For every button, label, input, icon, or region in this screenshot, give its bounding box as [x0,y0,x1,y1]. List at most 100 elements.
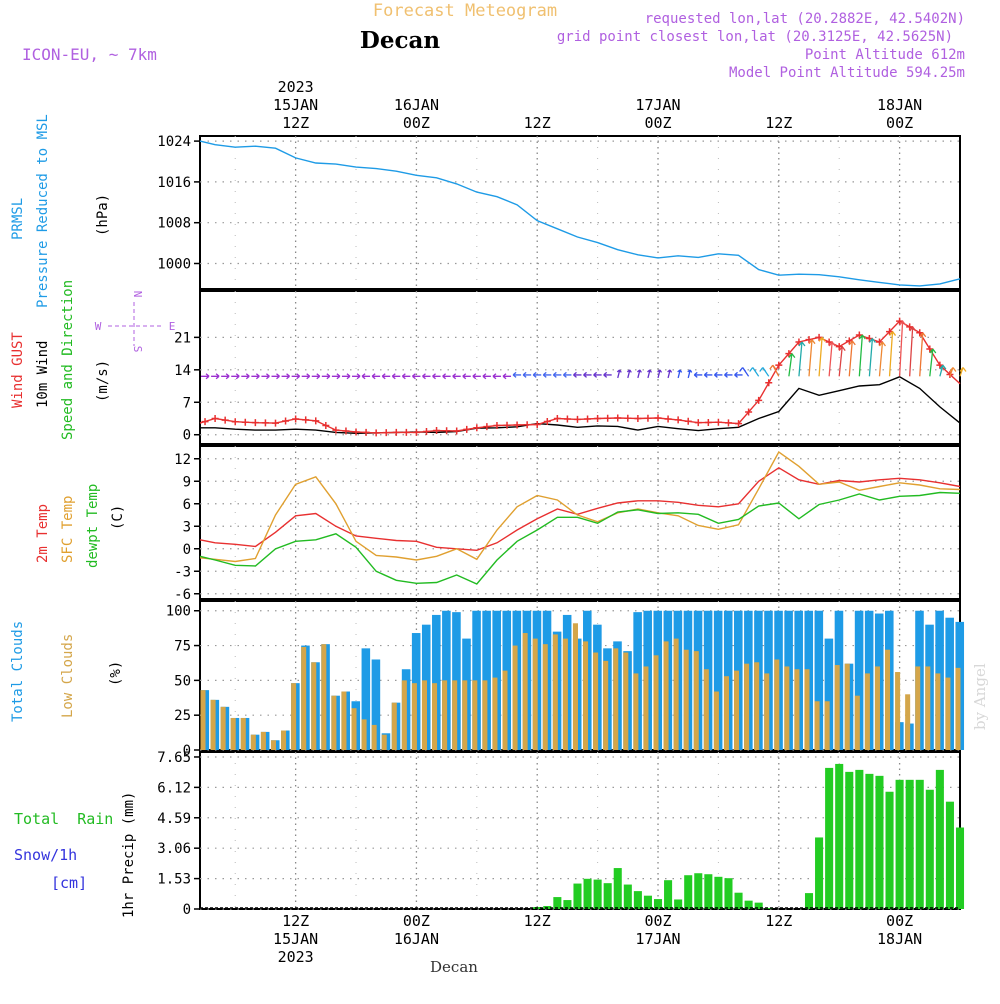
series-layer [199,140,967,909]
wind-arrow [808,339,816,377]
bottom-time-label: 16JAN [394,930,439,948]
gust-marker [724,419,732,427]
gust-marker [453,427,461,435]
precip-bar [825,767,834,909]
wind-arrow [724,371,733,378]
precip-bar [613,868,622,909]
model-name: ICON-EU, ~ 7km [22,45,157,64]
low-cloud-bar [442,680,448,750]
gridpoint-lonlat: grid point closest lon,lat (20.3125E, 42… [557,29,953,45]
wind-arrow [573,371,582,378]
wind-arrow [371,373,381,380]
low-cloud-bar [552,634,558,750]
low-cloud-bar [864,673,870,750]
clouds-y-tick-label: 25 [174,708,191,724]
gust-marker [271,419,279,427]
wind-arrow [798,341,806,377]
low-cloud-bar [744,663,750,750]
precip-bar [684,875,693,909]
gust-marker [402,428,410,436]
wind-arrow [251,373,260,380]
gust-marker [694,419,702,427]
temp-label-unit: (C) [110,505,126,530]
precip-ylabel: 1hr Precip (mm) [121,792,137,918]
bottom-time-label: 12Z [282,912,309,930]
precip-bar [945,801,954,909]
top-time-label: 12Z [524,114,551,132]
low-cloud-bar [804,669,810,750]
gust-marker [775,361,783,369]
compass-icon: N S W E [95,291,176,353]
footer-station: Decan [430,958,478,976]
gust-marker [594,415,602,422]
low-cloud-bar [281,730,287,750]
wind-arrow [452,373,461,380]
low-cloud-bar [371,724,377,750]
low-cloud-bar [361,719,367,750]
low-cloud-bar [341,691,347,750]
gust-marker [422,427,430,435]
wind-arrow [522,371,532,378]
low-cloud-bar [663,641,669,750]
top-time-label: 15JAN [273,96,318,114]
wind-label-gust: Wind GUST [10,332,26,408]
low-cloud-bar [814,701,820,750]
wind-arrow [432,373,441,380]
gust-marker [614,414,622,422]
wind-arrow [868,338,876,377]
wind-y-tick-label: 21 [174,330,191,346]
compass-n: N [131,291,144,298]
precip-bar [885,791,894,909]
bottom-time-label: 00Z [644,912,671,930]
precip-bar [583,878,592,909]
low-cloud-bar [703,669,709,750]
chart-title: Forecast Meteogram [373,1,557,21]
bottom-time-label: 12Z [765,912,792,930]
clouds-y-tick-label: 75 [174,639,191,655]
gust-marker [362,428,370,436]
t2m-line [199,466,961,552]
wind-arrow [231,373,240,380]
precip-bar [804,893,814,909]
precip-bar [754,902,763,909]
gust-marker [604,414,612,422]
low-cloud-bar [834,665,840,750]
wind-arrow [636,369,642,379]
low-cloud-bar [401,680,407,750]
low-cloud-bar [683,649,689,750]
watermark: by Angel [971,663,989,730]
low-cloud-bar [633,673,639,750]
wind-arrow [848,340,856,377]
gust-marker [674,416,682,424]
temp-y-tick-label: 6 [183,497,191,513]
precip-label-rain: Total Rain [14,810,113,828]
gust-marker [473,424,481,432]
bottom-time-label: 00Z [886,912,913,930]
precip-bar [905,779,914,909]
low-cloud-bar [572,623,578,750]
wind-arrow [391,373,401,380]
wind-arrow [563,371,572,378]
precip-bar [835,763,844,909]
precip-bar [623,884,632,909]
low-cloud-bar [754,662,760,750]
wind-arrow [442,373,451,380]
precip-bar [734,892,743,909]
low-cloud-bar [895,672,901,750]
gust-marker [312,417,320,425]
wind-arrow [734,371,743,378]
wind-arrow [221,373,230,380]
precip-bar [895,779,904,909]
tsfc-line [199,450,961,563]
low-cloud-bar [391,702,397,750]
wind-arrow [929,348,937,377]
wind-arrow [341,373,351,380]
low-cloud-bar [623,652,629,750]
total-cloud-bar [371,659,381,750]
low-cloud-bar [452,680,458,750]
temp-y-tick-label: -3 [174,564,191,580]
low-cloud-bar [411,683,417,750]
precip-bar [855,769,864,909]
wind-arrow [352,373,361,380]
